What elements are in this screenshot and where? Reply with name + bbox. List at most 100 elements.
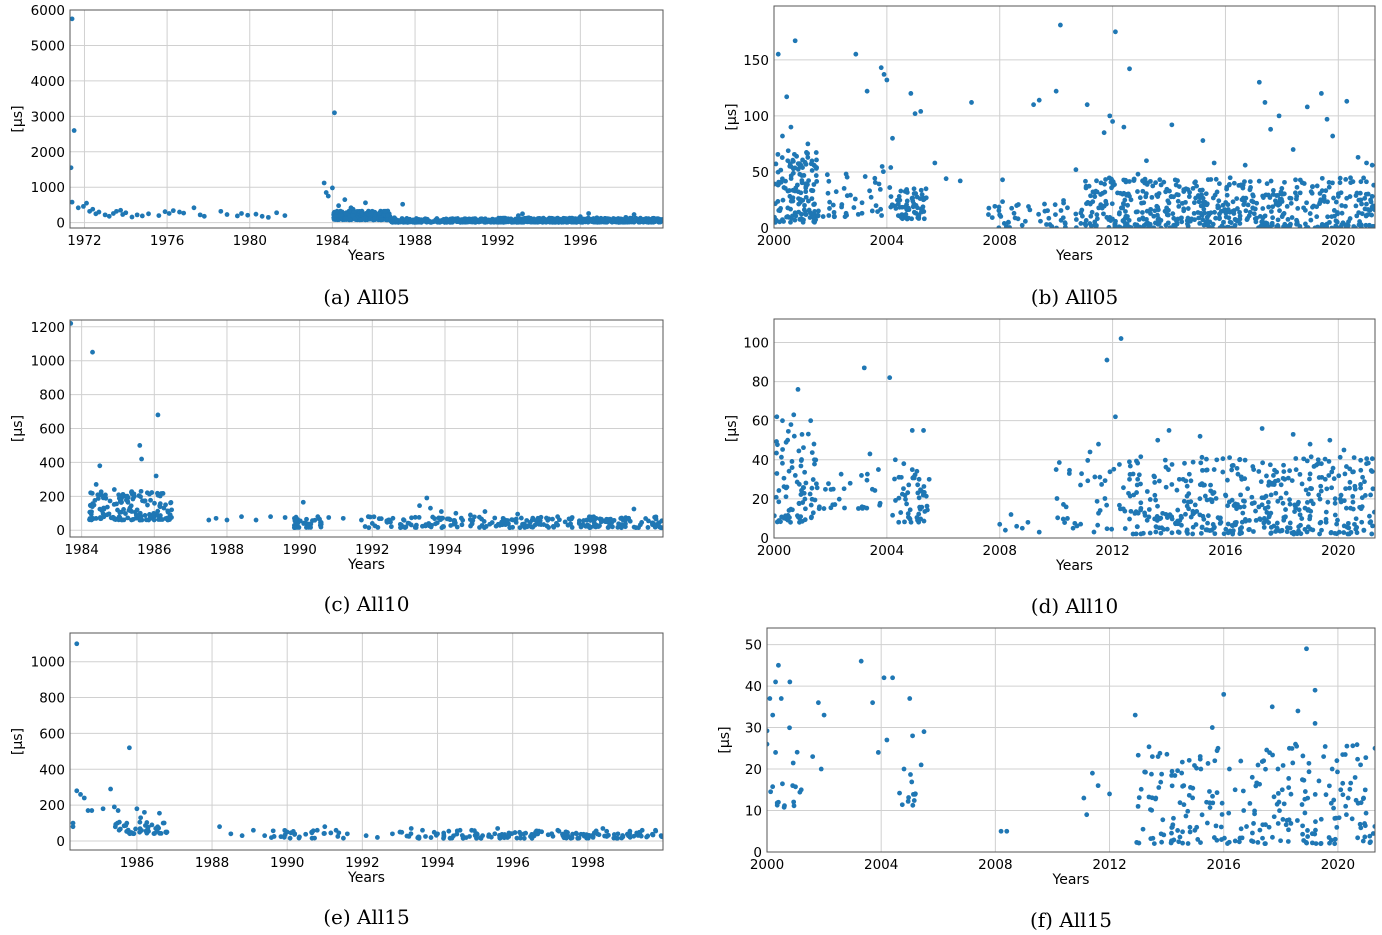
data-point bbox=[623, 517, 629, 523]
data-point bbox=[1239, 519, 1245, 525]
data-point bbox=[1212, 524, 1217, 530]
data-point bbox=[1287, 468, 1293, 474]
data-point bbox=[898, 215, 904, 220]
data-point bbox=[884, 77, 890, 83]
data-point bbox=[780, 447, 786, 452]
data-point bbox=[611, 832, 617, 837]
data-point bbox=[649, 520, 655, 526]
data-point bbox=[810, 754, 816, 759]
x-tick-label: 2020 bbox=[1321, 857, 1355, 873]
data-point bbox=[1094, 212, 1100, 218]
y-tick-label: 40 bbox=[752, 453, 769, 469]
data-point bbox=[839, 204, 844, 210]
data-point bbox=[1092, 474, 1098, 480]
data-point bbox=[1236, 839, 1242, 845]
data-point bbox=[417, 503, 422, 509]
panel-caption: (b) All05 bbox=[1031, 285, 1118, 309]
data-point bbox=[604, 828, 610, 834]
data-point bbox=[1274, 520, 1280, 526]
data-point bbox=[996, 208, 1002, 214]
data-point bbox=[1281, 191, 1287, 197]
data-point bbox=[795, 513, 800, 519]
data-point bbox=[1019, 222, 1025, 228]
data-point bbox=[1186, 491, 1192, 497]
data-point bbox=[1315, 457, 1321, 463]
data-point bbox=[791, 433, 797, 439]
axes-frame bbox=[69, 632, 664, 851]
data-point bbox=[1242, 179, 1247, 185]
y-tick-label: 6000 bbox=[31, 3, 65, 19]
data-point bbox=[1230, 209, 1236, 215]
data-point bbox=[495, 521, 501, 527]
data-point bbox=[1354, 190, 1360, 196]
data-point bbox=[344, 831, 350, 837]
data-point bbox=[1109, 201, 1115, 207]
data-point bbox=[1318, 519, 1324, 525]
data-point bbox=[1183, 478, 1189, 484]
data-point bbox=[785, 517, 791, 523]
data-point bbox=[217, 824, 222, 830]
data-point bbox=[1238, 492, 1243, 498]
data-point bbox=[876, 181, 882, 187]
data-point bbox=[168, 500, 174, 505]
data-point bbox=[1204, 820, 1210, 826]
data-point bbox=[1150, 183, 1156, 189]
data-point bbox=[1192, 502, 1198, 508]
data-point bbox=[1275, 790, 1281, 796]
data-point bbox=[776, 499, 782, 505]
data-point bbox=[1281, 210, 1287, 216]
data-point bbox=[779, 176, 785, 182]
data-point bbox=[1335, 210, 1340, 215]
data-point bbox=[148, 497, 153, 503]
data-point bbox=[1176, 476, 1182, 482]
data-point bbox=[1235, 502, 1240, 507]
data-point bbox=[1247, 209, 1253, 215]
data-point bbox=[151, 510, 157, 516]
data-point bbox=[1347, 194, 1353, 199]
data-point bbox=[157, 501, 163, 507]
data-point bbox=[1238, 826, 1244, 832]
data-point bbox=[1216, 198, 1222, 204]
data-point bbox=[1323, 516, 1329, 522]
data-point bbox=[896, 495, 902, 501]
data-point bbox=[826, 178, 832, 184]
data-point bbox=[115, 808, 121, 813]
data-point bbox=[1257, 213, 1263, 219]
data-point bbox=[569, 835, 575, 841]
data-point bbox=[1299, 180, 1305, 186]
data-point bbox=[1179, 759, 1185, 765]
data-point bbox=[918, 762, 924, 768]
data-point bbox=[518, 515, 524, 521]
data-point bbox=[128, 503, 134, 509]
data-point bbox=[1130, 471, 1136, 477]
data-point bbox=[1203, 527, 1209, 533]
data-point bbox=[1176, 204, 1182, 209]
data-point bbox=[1182, 460, 1187, 466]
data-point bbox=[1251, 529, 1256, 534]
data-point bbox=[781, 219, 786, 224]
data-point bbox=[1292, 509, 1297, 514]
data-point bbox=[1343, 486, 1349, 492]
data-point bbox=[643, 516, 649, 521]
data-point bbox=[831, 213, 837, 219]
data-point bbox=[1123, 209, 1128, 214]
data-point bbox=[780, 460, 785, 466]
data-point bbox=[625, 216, 630, 222]
data-point bbox=[1361, 527, 1367, 533]
data-point bbox=[1316, 475, 1322, 480]
data-point bbox=[811, 202, 817, 207]
data-point bbox=[416, 834, 422, 840]
data-point bbox=[1285, 217, 1291, 222]
data-point bbox=[1332, 530, 1338, 536]
data-point bbox=[1078, 521, 1084, 527]
data-point bbox=[70, 165, 74, 171]
data-point bbox=[1044, 222, 1049, 227]
data-point bbox=[1330, 465, 1336, 471]
data-point bbox=[1268, 178, 1274, 184]
data-point bbox=[1058, 217, 1064, 223]
data-point bbox=[812, 209, 818, 214]
data-point bbox=[1191, 210, 1197, 216]
data-point bbox=[1094, 498, 1100, 504]
data-point bbox=[1213, 176, 1219, 182]
data-point bbox=[809, 450, 815, 456]
